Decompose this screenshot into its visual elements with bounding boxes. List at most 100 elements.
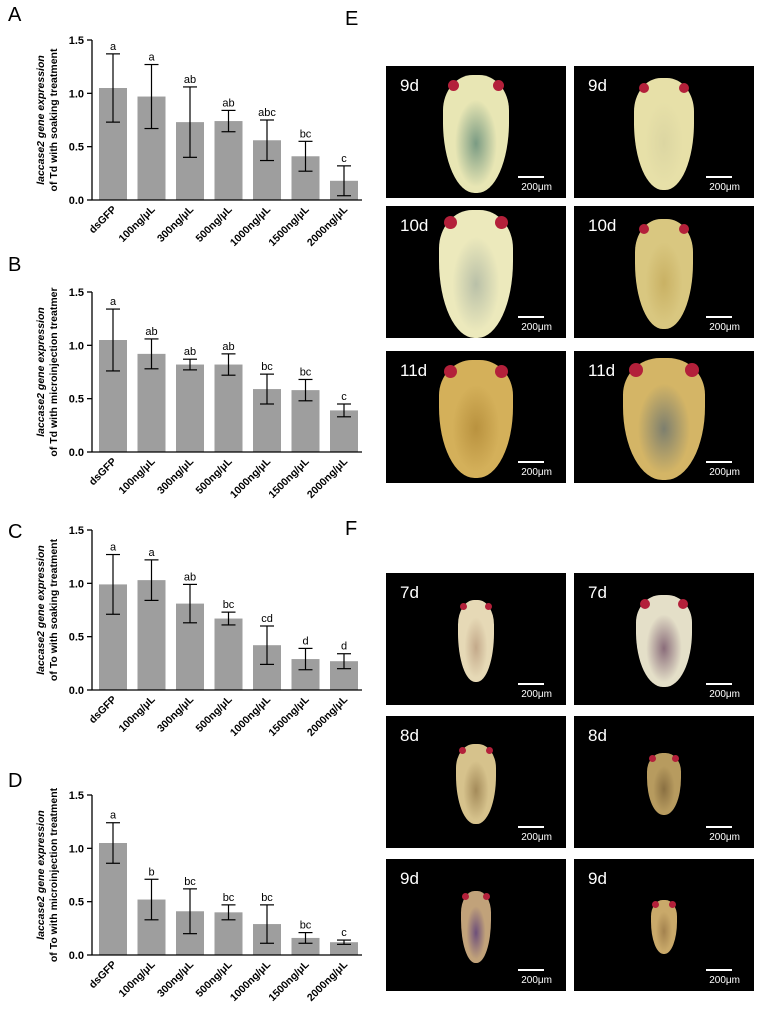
scale-bar-label: 200μm — [709, 689, 740, 700]
scale-bar-label: 200μm — [709, 182, 740, 193]
x-tick-label: 2000ng/μL — [305, 958, 351, 1004]
x-tick-label: 300ng/μL — [155, 455, 196, 496]
panel-label-f: F — [345, 518, 358, 540]
significance-letter: a — [110, 41, 117, 53]
significance-letter: ab — [222, 97, 234, 109]
significance-letter: a — [148, 52, 155, 64]
x-tick-label: dsGFP — [87, 694, 119, 726]
y-axis-label-line1: laccase2 gene expression — [35, 545, 47, 675]
bar — [214, 121, 243, 200]
significance-letter: ab — [184, 74, 196, 86]
eye — [460, 602, 468, 610]
day-label: 10d — [400, 216, 429, 235]
y-tick-label: 0.0 — [69, 950, 84, 962]
y-tick-label: 1.0 — [69, 88, 84, 100]
significance-letter: c — [341, 927, 347, 939]
eye — [672, 754, 680, 762]
x-tick-label: 100ng/μL — [117, 203, 158, 244]
panel-label-b: B — [8, 254, 22, 276]
day-label: 11d — [588, 361, 616, 380]
x-tick-label: dsGFP — [87, 959, 119, 991]
y-axis-label-line2: of To with soaking treatment — [48, 538, 60, 681]
scale-bar — [518, 683, 544, 685]
y-tick-label: 0.0 — [69, 195, 84, 207]
x-tick-label: 100ng/μL — [117, 693, 158, 734]
chart-d: laccase2 gene expression of To with micro… — [0, 766, 380, 1021]
x-tick-label: 100ng/μL — [117, 958, 158, 999]
significance-letter: b — [148, 866, 154, 878]
specimen-body — [636, 595, 692, 687]
x-tick-label: dsGFP — [87, 204, 119, 236]
panel-label-e: E — [345, 8, 359, 30]
eye — [482, 893, 490, 901]
scale-bar — [518, 461, 544, 463]
scale-bar — [706, 683, 732, 685]
eye — [444, 215, 458, 229]
day-label: 10d — [588, 216, 617, 235]
significance-letter: d — [341, 641, 347, 653]
specimen-body — [635, 219, 693, 329]
day-label: 9d — [400, 869, 419, 888]
eye — [458, 746, 466, 754]
specimen-body — [623, 358, 705, 480]
significance-letter: bc — [223, 599, 235, 611]
significance-letter: a — [110, 810, 117, 822]
y-axis-label-line1: laccase2 gene expression — [35, 307, 47, 437]
eye — [494, 365, 508, 379]
specimen-body — [647, 753, 681, 815]
x-tick-label: 300ng/μL — [155, 693, 196, 734]
significance-letter: ab — [222, 341, 234, 353]
y-tick-label: 0.5 — [69, 394, 84, 406]
y-tick-label: 1.5 — [69, 287, 84, 299]
specimen-photo: 8d 200μm — [574, 716, 754, 848]
x-tick-label: 100ng/μL — [117, 455, 158, 496]
specimen-body — [458, 600, 494, 682]
eye — [684, 363, 699, 378]
day-label: 7d — [400, 583, 419, 602]
significance-letter: abc — [258, 107, 276, 119]
scale-bar — [706, 461, 732, 463]
chart-d-svg: laccase2 gene expression of To with micro… — [35, 787, 362, 1004]
y-axis-label-line2: of To with microinjection treatment — [48, 787, 60, 962]
y-axis-label-line1: laccase2 gene expression — [35, 55, 47, 185]
y-axis-label-line1: laccase2 gene expression — [35, 810, 47, 940]
specimen-photo: 7d 200μm — [386, 573, 566, 705]
bar — [214, 364, 243, 452]
eye — [492, 80, 504, 92]
bar — [137, 353, 166, 452]
scale-bar-label: 200μm — [521, 975, 552, 986]
scale-bar-label: 200μm — [521, 832, 552, 843]
specimen-photo: 9d 200μm — [574, 859, 754, 991]
specimen-photo: 10d 200μm — [574, 206, 754, 338]
scale-bar — [518, 176, 544, 178]
eye — [444, 365, 458, 379]
bar — [214, 618, 243, 690]
y-tick-label: 1.0 — [69, 843, 84, 855]
y-tick-label: 1.5 — [69, 790, 84, 802]
day-label: 7d — [588, 583, 607, 602]
bar — [291, 937, 320, 955]
day-label: 8d — [588, 726, 607, 745]
panel-label-c: C — [8, 521, 23, 543]
scale-bar — [706, 969, 732, 971]
scale-bar-label: 200μm — [709, 322, 740, 333]
eye — [669, 901, 677, 909]
scale-bar — [518, 969, 544, 971]
scale-bar — [706, 316, 732, 318]
y-tick-label: 1.0 — [69, 340, 84, 352]
specimen-photo: 11d 200μm — [574, 351, 754, 483]
eye — [678, 598, 689, 609]
chart-a-svg: laccase2 gene expression of Td with soaki… — [35, 35, 362, 249]
significance-letter: ab — [145, 326, 157, 338]
eye — [639, 598, 650, 609]
specimen-photo: 8d 200μm — [386, 716, 566, 848]
day-label: 8d — [400, 726, 419, 745]
specimen-photo: 9d 200μm — [574, 66, 754, 198]
specimen-photo: 11d 200μm — [386, 351, 566, 483]
significance-letter: bc — [300, 366, 312, 378]
significance-letter: bc — [261, 892, 273, 904]
y-tick-label: 1.0 — [69, 578, 84, 590]
significance-letter: a — [110, 542, 117, 554]
specimen-body — [443, 75, 509, 193]
significance-letter: c — [341, 153, 347, 165]
